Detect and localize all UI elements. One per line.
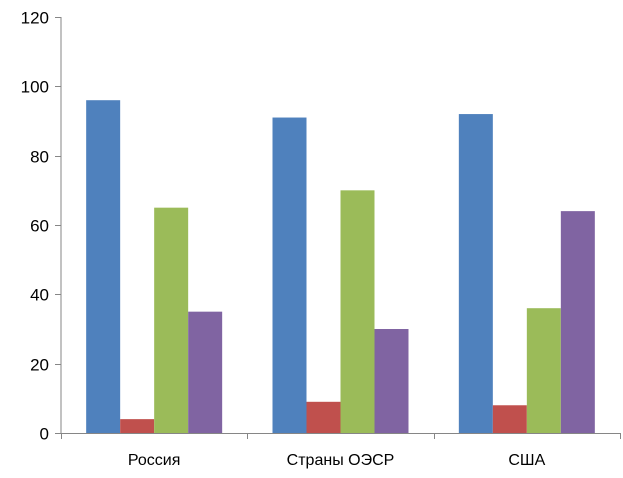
bar	[120, 419, 155, 433]
bar	[154, 207, 189, 433]
bar	[340, 190, 375, 433]
x-axis: Россия Страны ОЭСР США	[61, 433, 621, 469]
bars	[86, 100, 595, 434]
bar	[306, 401, 341, 433]
bar	[188, 311, 223, 433]
bar	[86, 100, 121, 433]
y-tick-label: 100	[21, 78, 49, 97]
x-category-label: Страны ОЭСР	[287, 452, 395, 469]
y-tick-label: 0	[40, 425, 49, 444]
y-tick-label: 80	[30, 148, 49, 167]
y-axis: 0 20 40 60 80 100 120	[21, 9, 62, 444]
y-tick-label: 20	[30, 356, 49, 375]
bar	[526, 308, 561, 433]
bar	[374, 329, 409, 433]
bar	[492, 405, 527, 433]
y-tick-label: 120	[21, 9, 49, 28]
y-tick-label: 60	[30, 217, 49, 236]
x-category-label: Россия	[128, 452, 180, 469]
y-tick-label: 40	[30, 286, 49, 305]
x-category-label: США	[508, 452, 545, 469]
bar	[458, 114, 493, 434]
bar	[272, 117, 307, 434]
bar	[560, 211, 595, 433]
